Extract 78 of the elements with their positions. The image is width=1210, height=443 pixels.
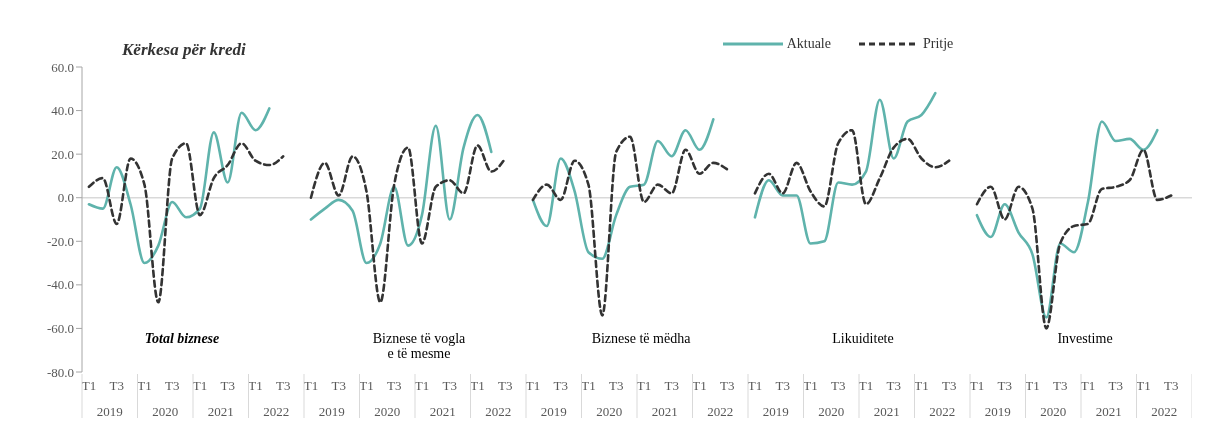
text: 2022	[263, 404, 290, 419]
text: 2020	[818, 404, 845, 419]
x-tick-label: T1	[803, 378, 818, 393]
text: 2021	[873, 404, 900, 419]
x-tick-label: T3	[1108, 378, 1123, 393]
x-tick-label: T1	[414, 378, 430, 393]
x-tick-label: T1	[1080, 378, 1096, 393]
x-tick-label: T1	[692, 378, 707, 393]
x-tick-label: T3	[775, 378, 790, 393]
line-series	[87, 107, 271, 265]
x-tick-label: T1	[858, 378, 874, 393]
y-tick-label: -40.0	[46, 277, 74, 293]
text: 2021	[207, 404, 234, 419]
x-tick-label: T3	[608, 378, 624, 393]
x-tick-label: T3	[830, 378, 846, 393]
x-tick-label: T1	[359, 378, 374, 393]
annotation: Biznese të mëdha	[591, 331, 691, 346]
chart-title: Kërkesa për kredi	[122, 40, 246, 60]
y-tick-label: 0.0	[57, 190, 74, 206]
x-tick-label: T1	[969, 378, 985, 393]
x-tick-label: T1	[192, 378, 208, 393]
x-tick-label: T1	[137, 378, 152, 393]
x-tick-label: T3	[1052, 378, 1068, 393]
x-tick-label: T3	[275, 378, 291, 393]
x-tick-label: T1	[525, 378, 541, 393]
x-tick-label: T3	[553, 378, 568, 393]
annotation: Total biznese	[143, 331, 221, 346]
y-tick-label: 40.0	[51, 103, 74, 119]
x-tick-label: T1	[581, 378, 596, 393]
x-tick-label: T3	[886, 378, 901, 393]
x-tick-label: T3	[220, 378, 235, 393]
text: 2019	[984, 404, 1011, 419]
annotation: Investime	[1056, 331, 1114, 346]
text: 2019	[540, 404, 567, 419]
text: 2020	[1040, 404, 1067, 419]
text: 2020	[374, 404, 401, 419]
x-tick-label: T1	[636, 378, 652, 393]
x-tick-label: T1	[470, 378, 485, 393]
text: 2020	[596, 404, 623, 419]
x-tick-label: T1	[303, 378, 319, 393]
x-tick-label: T3	[442, 378, 457, 393]
x-tick-label: T3	[997, 378, 1012, 393]
text: 2021	[429, 404, 456, 419]
line-series	[87, 141, 285, 304]
text: 2020	[152, 404, 179, 419]
x-tick-label: T1	[1025, 378, 1040, 393]
x-tick-label: T3	[109, 378, 124, 393]
text: 2022	[1151, 404, 1178, 419]
text: 2022	[485, 404, 512, 419]
x-tick-label: T3	[386, 378, 402, 393]
x-tick-label: T1	[1136, 378, 1151, 393]
text: 2019	[96, 404, 123, 419]
y-tick-label: 20.0	[51, 146, 74, 162]
text: 2019	[762, 404, 789, 419]
text: 2022	[707, 404, 734, 419]
text: 2021	[651, 404, 678, 419]
x-tick-label: T3	[1163, 378, 1179, 393]
x-tick-label: T3	[719, 378, 735, 393]
text: 2021	[1095, 404, 1122, 419]
text: 2022	[929, 404, 956, 419]
x-tick-label: T3	[664, 378, 679, 393]
y-tick-label: -20.0	[46, 233, 74, 249]
legend-label: Aktuale	[786, 36, 831, 52]
x-tick-label: T3	[331, 378, 346, 393]
x-tick-label: T1	[747, 378, 763, 393]
x-tick-label: T3	[941, 378, 957, 393]
text: 2019	[318, 404, 345, 419]
y-tick-label: -60.0	[46, 321, 74, 337]
annotation: Likuiditete	[831, 331, 895, 346]
x-tick-label: T1	[248, 378, 263, 393]
x-tick-label: T1	[914, 378, 929, 393]
y-tick-label: -80.0	[46, 364, 74, 380]
x-tick-label: T3	[497, 378, 513, 393]
y-tick-label: 60.0	[51, 59, 74, 75]
annotation: Biznese të vogla e të mesme	[371, 331, 467, 361]
legend-label: Pritje	[922, 36, 954, 52]
x-tick-label: T1	[81, 378, 97, 393]
x-tick-label: T3	[164, 378, 180, 393]
